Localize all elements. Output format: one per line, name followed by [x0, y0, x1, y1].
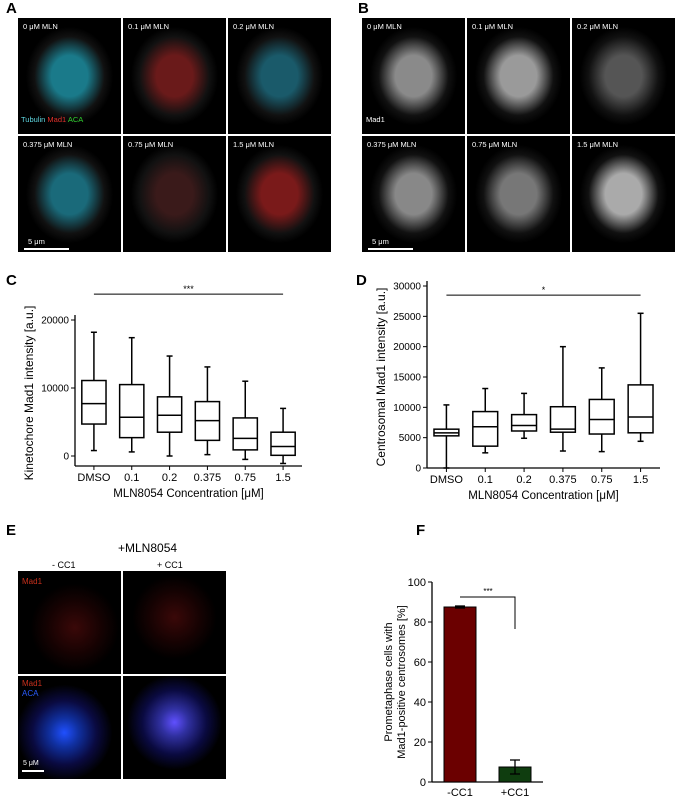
label-mad1-b: Mad1	[366, 115, 385, 124]
condition-label: 1.5 μM MLN	[577, 140, 618, 149]
condition-label: 0.1 μM MLN	[472, 22, 513, 31]
condition-label: 0.75 μM MLN	[128, 140, 174, 149]
legend-a: Tubulin Mad1 ACA	[21, 115, 83, 124]
box	[232, 417, 259, 451]
condition-label: 0.375 μM MLN	[23, 140, 73, 149]
box	[81, 379, 107, 425]
x-tick-label: -CC1	[447, 787, 473, 796]
x-tick-label: 0.2	[162, 472, 177, 484]
x-tick-label: 0.1	[124, 472, 139, 484]
y-tick-label: 40	[414, 697, 426, 709]
y-tick-label: 5000	[399, 433, 422, 444]
panel-label-f: F	[416, 522, 426, 539]
significance-label: ***	[183, 284, 194, 294]
micrograph-panel_a-3: 0.375 μM MLN 5 μm	[18, 136, 121, 252]
label-mad1: Mad1	[22, 679, 43, 688]
box	[118, 383, 145, 439]
label-aca: ACA	[22, 689, 39, 698]
x-axis-title: MLN8054 Concentration [μM]	[113, 488, 263, 500]
significance-label: *	[542, 285, 546, 295]
y-tick-label: 100	[408, 577, 426, 589]
micrograph-panel_a-0: 0 μM MLN	[18, 18, 121, 134]
scale-bar-label: 5 μM	[23, 760, 39, 767]
micrograph-panel_b-4: 0.75 μM MLN	[467, 136, 570, 252]
y-tick-label: 20	[414, 737, 426, 749]
y-tick-label: 20000	[393, 342, 421, 353]
micrograph-panel_b-3: 0.375 μM MLN 5 μm	[362, 136, 465, 252]
micrograph-panel_a-1: 0.1 μM MLN	[123, 18, 226, 134]
scale-bar-label: 5 μm	[372, 237, 389, 246]
y-tick-label: 80	[414, 617, 426, 629]
y-axis-title: Kinetochore Mad1 intensity [a.u.]	[22, 306, 36, 481]
legend-tubulin: Tubulin	[21, 115, 46, 124]
micrograph-panel_b-2: 0.2 μM MLN	[572, 18, 675, 134]
x-tick-label: 0.75	[591, 474, 612, 486]
y-tick-label: 10000	[393, 403, 421, 414]
condition-label: 0 μM MLN	[367, 22, 402, 31]
y-tick-label: 25000	[393, 312, 421, 323]
x-tick-label: 1.5	[633, 474, 648, 486]
y-tick-label: 60	[414, 657, 426, 669]
condition-label: 0.75 μM MLN	[472, 140, 518, 149]
y-tick-label: 10000	[41, 384, 69, 395]
x-axis-title: MLN8054 Concentration [μM]	[468, 490, 618, 502]
legend-mad1: Mad1	[47, 115, 67, 124]
box	[549, 405, 577, 433]
y-tick-label: 15000	[393, 373, 421, 384]
x-tick-label: 0.375	[549, 474, 577, 486]
panel-e-title: +MLN8054	[118, 541, 178, 555]
y-tick-label: 0	[63, 452, 69, 463]
x-tick-label: +CC1	[501, 787, 529, 796]
micrograph-panel_a-5: 1.5 μM MLN	[228, 136, 331, 252]
x-tick-label: DMSO	[430, 474, 463, 486]
scale-bar-label: 5 μm	[28, 237, 45, 246]
y-axis-title-line1: Prometaphase cells with	[383, 622, 395, 741]
condition-label: 1.5 μM MLN	[233, 140, 274, 149]
micrograph-e-mad1-minus-cc1: Mad1	[18, 571, 121, 674]
panel-e-col-minus-cc1: - CC1	[52, 560, 76, 570]
micrograph-panel_b-5: 1.5 μM MLN	[572, 136, 675, 252]
x-tick-label: DMSO	[77, 472, 110, 484]
y-tick-label: 0	[420, 777, 426, 789]
y-axis-title: Centrosomal Mad1 intensity [a.u.]	[374, 288, 388, 467]
panel-label-e: E	[6, 522, 17, 539]
x-tick-label: 0.75	[235, 472, 256, 484]
micrograph-panel_a-4: 0.75 μM MLN	[123, 136, 226, 252]
x-tick-label: 0.375	[194, 472, 222, 484]
significance-label: ***	[483, 587, 492, 596]
micrograph-panel_b-0: 0 μM MLN	[362, 18, 465, 134]
micrograph-e-merge-minus-cc1: Mad1 ACA 5 μM	[18, 676, 121, 779]
condition-label: 0 μM MLN	[23, 22, 58, 31]
box	[588, 398, 615, 435]
micrograph-e-merge-plus-cc1	[123, 676, 226, 779]
panel-label-c: C	[6, 272, 17, 289]
micrograph-e-mad1-plus-cc1	[123, 571, 226, 674]
bar--CC1	[443, 606, 477, 783]
label-mad1: Mad1	[22, 577, 43, 586]
box	[472, 410, 499, 447]
legend-aca: ACA	[67, 115, 84, 124]
x-tick-label: 0.2	[516, 474, 531, 486]
x-tick-label: 1.5	[275, 472, 290, 484]
condition-label: 0.2 μM MLN	[233, 22, 274, 31]
box	[270, 431, 296, 457]
y-axis-title-line2: Mad1-positive centrosomes [%]	[396, 605, 408, 758]
panel-label-b: B	[358, 0, 369, 17]
box	[510, 413, 538, 432]
y-tick-label: 0	[415, 464, 421, 475]
micrograph-panel_b-1: 0.1 μM MLN	[467, 18, 570, 134]
panel-e-col-plus-cc1: + CC1	[157, 560, 183, 570]
panel-label-d: D	[356, 272, 367, 289]
x-tick-label: 0.1	[478, 474, 493, 486]
condition-label: 0.2 μM MLN	[577, 22, 618, 31]
condition-label: 0.375 μM MLN	[367, 140, 417, 149]
panel-label-a: A	[6, 0, 17, 17]
micrograph-panel_a-2: 0.2 μM MLN	[228, 18, 331, 134]
y-tick-label: 30000	[393, 282, 421, 293]
significance-bracket	[460, 596, 516, 629]
y-tick-label: 20000	[41, 316, 69, 327]
box	[627, 384, 654, 434]
condition-label: 0.1 μM MLN	[128, 22, 169, 31]
